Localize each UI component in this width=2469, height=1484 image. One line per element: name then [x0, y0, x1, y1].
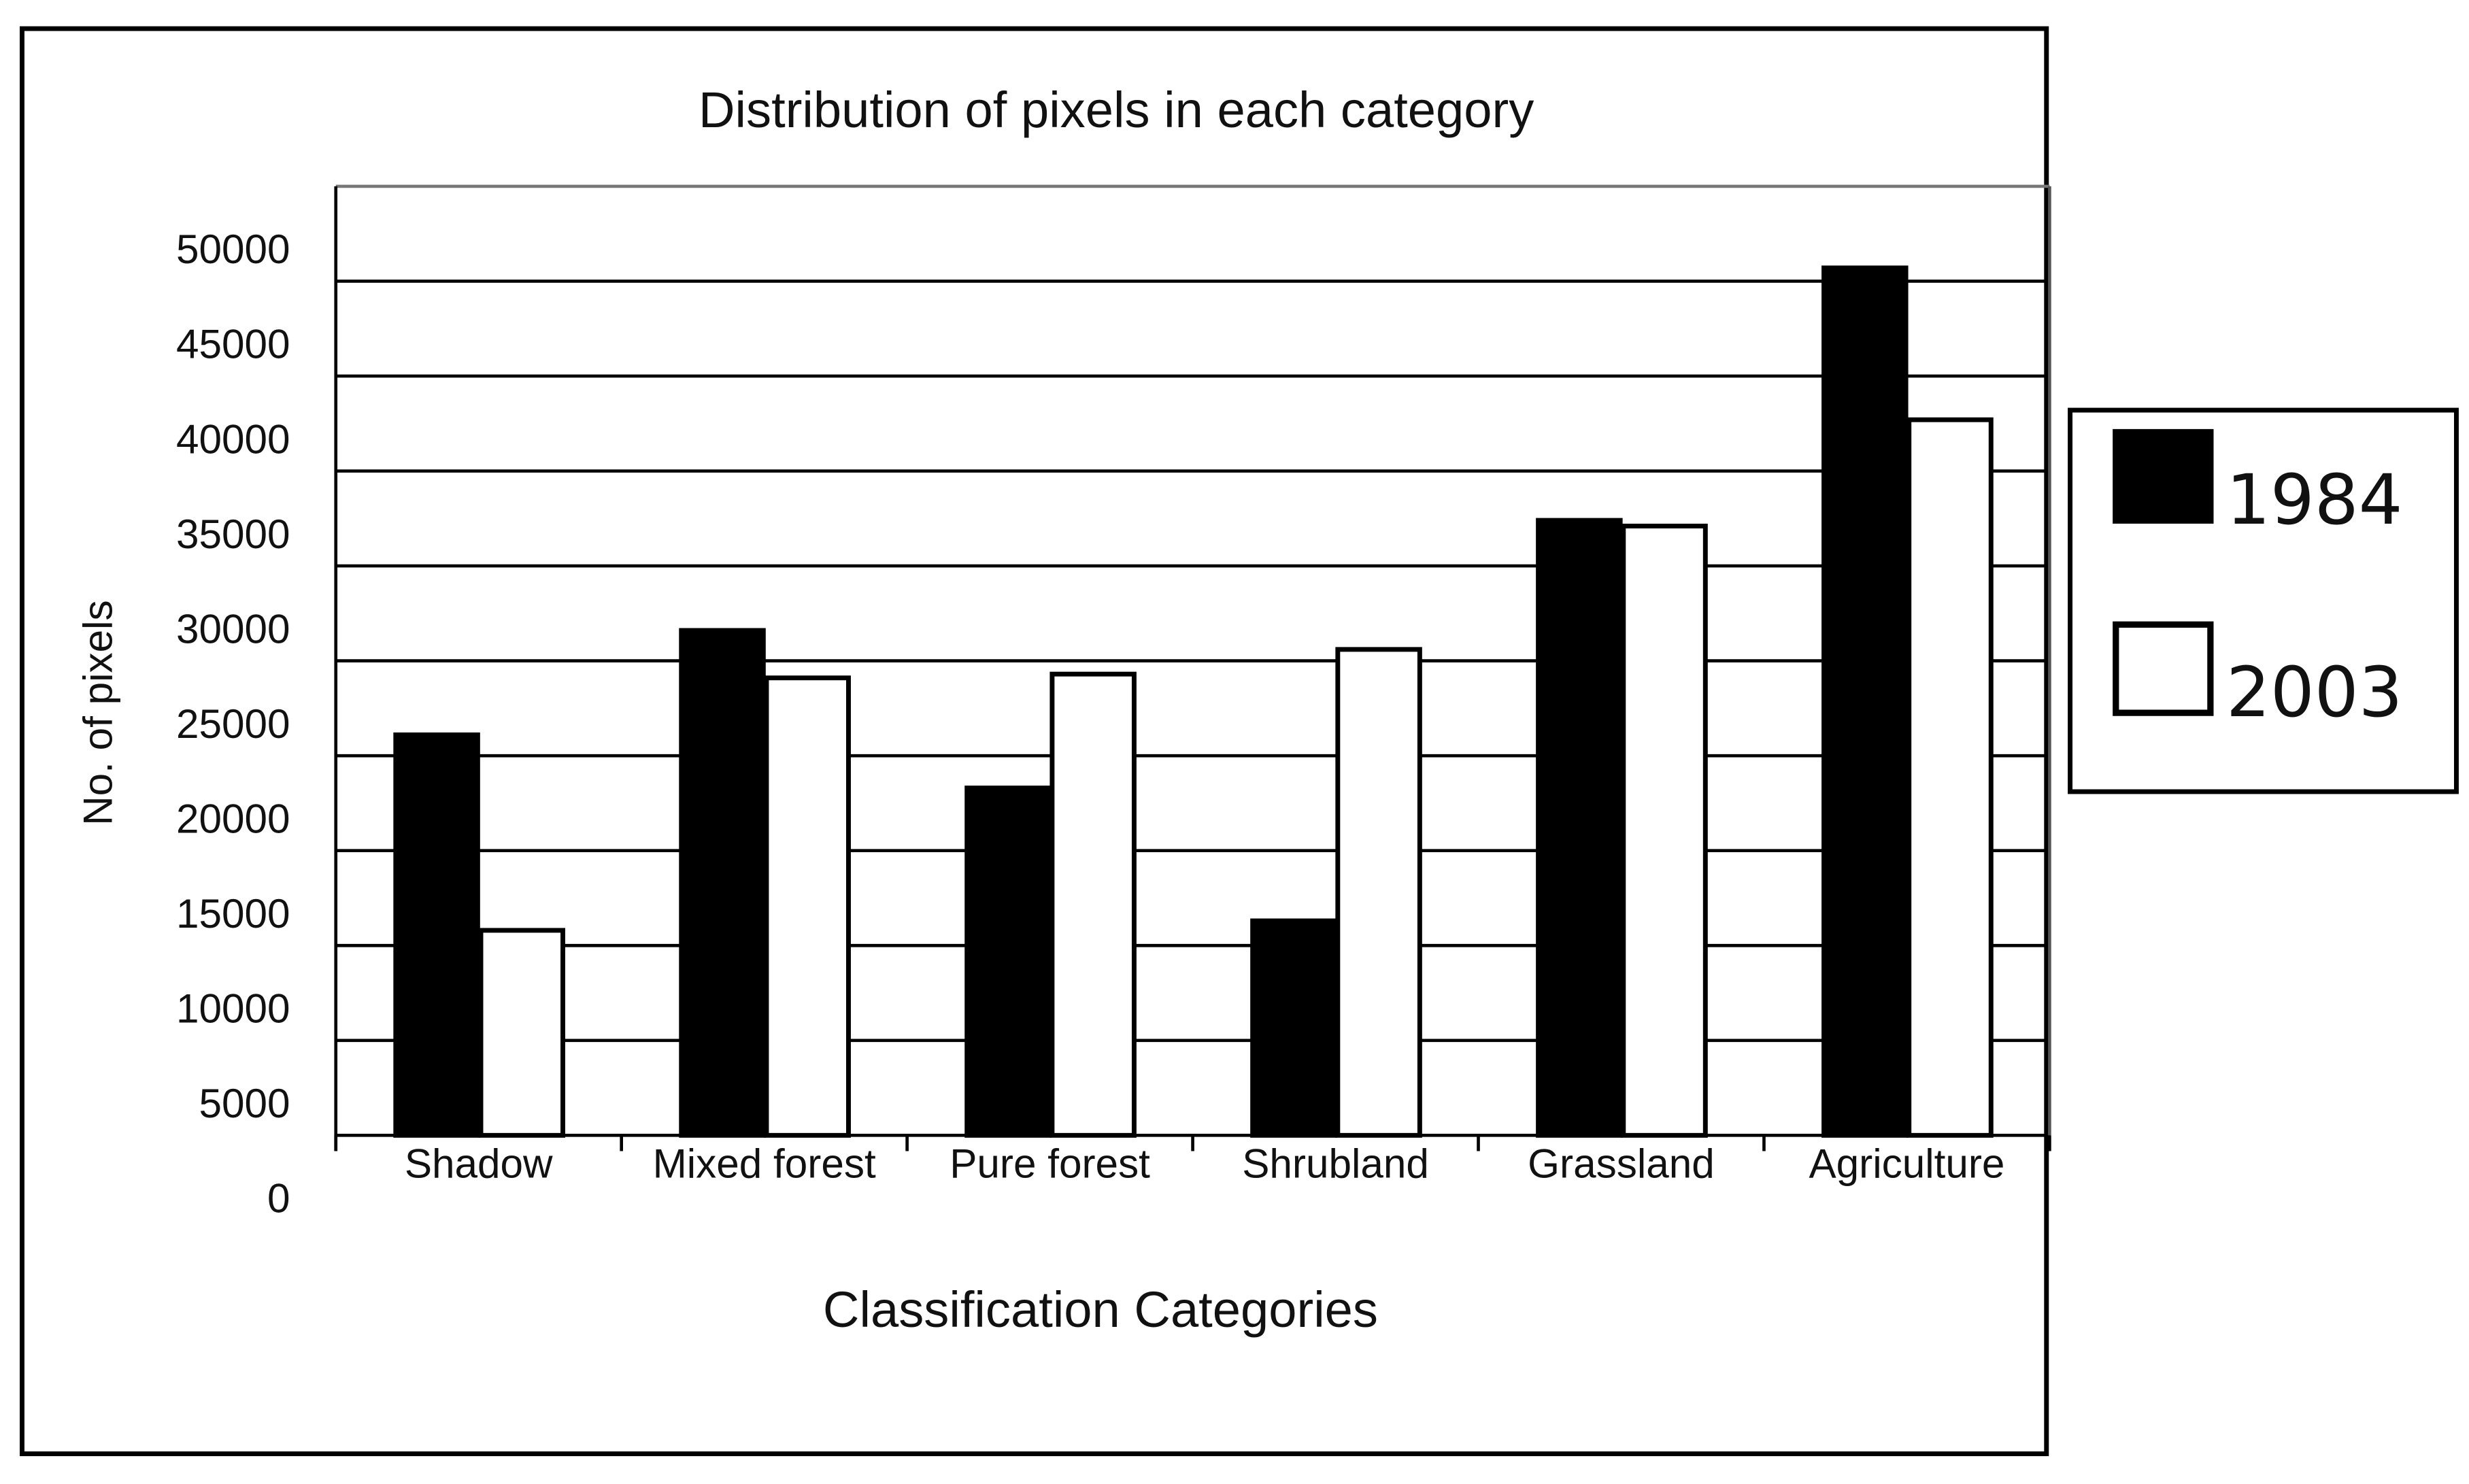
y-axis-label: No. of pixels: [74, 600, 120, 826]
legend-label: 2003: [2226, 652, 2403, 733]
bar: [764, 675, 851, 1138]
bar: [1821, 265, 1909, 1138]
y-tick-label: 0: [267, 1175, 290, 1221]
y-tick-label: 15000: [176, 890, 290, 937]
x-tick-label: Mixed forest: [653, 1141, 876, 1187]
y-tick-label: 20000: [176, 795, 290, 841]
y-tick-label: 5000: [199, 1080, 290, 1126]
bar: [393, 732, 480, 1138]
y-tick-label: 45000: [176, 321, 290, 367]
bar: [964, 786, 1052, 1138]
bar: [1907, 417, 1994, 1138]
bar: [1335, 647, 1422, 1138]
y-tick-label: 25000: [176, 701, 290, 747]
y-tick-label: 50000: [176, 226, 290, 272]
y-tick-label: 35000: [176, 511, 290, 557]
x-tick-label: Pure forest: [950, 1141, 1150, 1187]
x-tick-label: Agriculture: [1809, 1141, 2004, 1187]
x-axis-label: Classification Categories: [823, 1281, 1378, 1338]
legend-label: 1984: [2226, 460, 2403, 541]
chart-title: Distribution of pixels in each category: [699, 82, 1534, 138]
x-tick-label: Grassland: [1528, 1141, 1715, 1187]
y-tick-label: 40000: [176, 416, 290, 462]
y-tick-label: 10000: [176, 985, 290, 1032]
x-tick-label: Shrubland: [1242, 1141, 1429, 1187]
bar: [679, 628, 766, 1138]
bar: [1250, 918, 1337, 1138]
legend-swatch: [2113, 428, 2214, 524]
bar: [1621, 523, 1708, 1138]
bar: [1536, 518, 1623, 1138]
bar: [1049, 671, 1137, 1138]
legend-swatch: [2113, 621, 2214, 716]
y-tick-label: 30000: [176, 605, 290, 652]
x-tick-label: Shadow: [405, 1141, 553, 1187]
bar: [478, 928, 566, 1138]
chart-frame: [19, 26, 2049, 1457]
